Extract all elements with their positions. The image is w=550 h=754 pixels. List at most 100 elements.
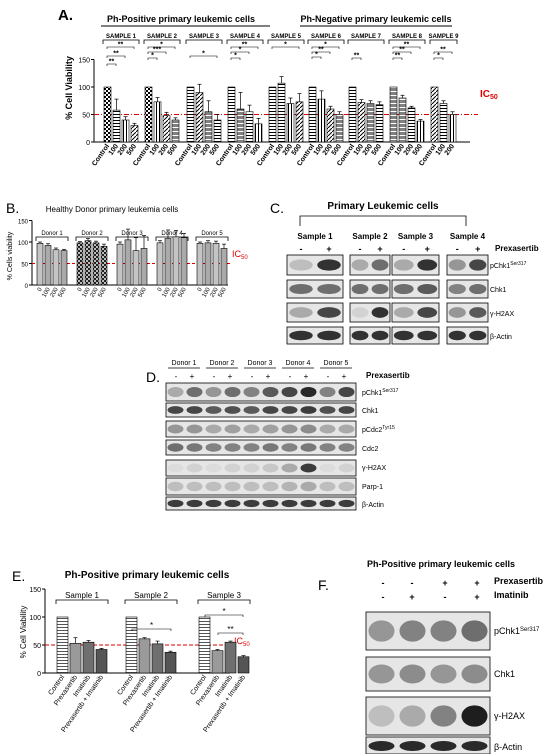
- x-tick-label: 100: [202, 286, 213, 298]
- blot-band: [281, 386, 298, 398]
- x-tick-label: 100: [122, 286, 133, 298]
- sign-minus: -: [300, 244, 303, 254]
- blot-band: [281, 424, 298, 434]
- blot-band: [186, 463, 203, 473]
- x-tick-label: 500: [126, 143, 138, 157]
- blot-band: [243, 406, 260, 414]
- group-label: Donor 3: [121, 231, 143, 237]
- sample-label: Sample 3: [398, 232, 434, 241]
- group-label: Donor 1: [41, 231, 63, 237]
- x-tick-label: 500: [138, 286, 149, 298]
- blot-band: [338, 406, 355, 414]
- blot-band: [368, 705, 395, 727]
- significance-marker: *: [239, 47, 242, 54]
- group-bracket: [267, 39, 305, 44]
- sign-plus: +: [475, 244, 480, 254]
- blot-band: [317, 330, 341, 341]
- y-tick-label: 0: [25, 284, 29, 290]
- group-label: SAMPLE 9: [428, 34, 459, 40]
- blot-band: [371, 283, 389, 295]
- bar: [95, 649, 108, 674]
- blot-band: [167, 424, 184, 434]
- row-label: γ-H2AX: [494, 711, 525, 721]
- blot-band: [205, 406, 222, 414]
- x-tick-label: 0: [77, 286, 84, 292]
- group-label: Donor 2: [81, 231, 103, 237]
- y-tick-label: 100: [78, 85, 90, 92]
- panel-f-western-blot: - - + + - + - + Prexasertib Imatinib pChk1Ser317 Ch…: [365, 576, 544, 754]
- significance-bracket: [311, 51, 331, 54]
- sign-plus: +: [342, 372, 347, 381]
- blot-band: [243, 481, 260, 492]
- bar: [204, 242, 212, 286]
- sign-imatinib: +: [409, 592, 414, 602]
- panel-c-western-blot: Sample 1 - + Sample 2 - + Sample 3 - + Sample 4 - +…: [286, 232, 539, 345]
- panel-e-y-axis-label: % Cell Viability: [19, 606, 28, 659]
- row-label: pCdc2Tyr15: [362, 425, 395, 434]
- sign-prexasertib: +: [474, 578, 479, 588]
- blot-band: [461, 741, 488, 751]
- bar: [144, 86, 153, 143]
- blot-band: [399, 664, 426, 684]
- x-tick-label: 0: [197, 286, 204, 292]
- blot-band: [243, 386, 260, 398]
- group-label: Donor 5: [201, 231, 223, 237]
- significance-marker: *: [324, 42, 327, 49]
- significance-marker: **: [399, 47, 405, 54]
- blot-band: [393, 283, 414, 295]
- blot-band: [167, 463, 184, 473]
- group-bracket: [102, 39, 140, 44]
- group-bracket: [115, 236, 149, 241]
- significance-marker: *: [234, 53, 237, 60]
- donor-label: Donor 2: [210, 360, 235, 367]
- bar: [439, 103, 448, 143]
- bar: [308, 86, 317, 143]
- bar: [156, 242, 164, 286]
- bar: [116, 243, 124, 286]
- sign-minus: -: [213, 372, 216, 381]
- significance-bracket: [230, 51, 250, 54]
- bar: [220, 248, 228, 286]
- x-tick-label: 500: [250, 143, 262, 157]
- panel-a-y-axis-label: % Cell Viability: [64, 56, 74, 120]
- blot-band: [338, 443, 355, 452]
- y-tick-label: 50: [82, 113, 90, 120]
- group-bracket: [307, 39, 345, 44]
- panel-e-title: Ph-Positive primary leukemic cells: [65, 570, 230, 581]
- significance-bracket: [147, 46, 176, 49]
- blot-band: [243, 499, 260, 508]
- blot-band: [461, 664, 488, 684]
- bar: [82, 641, 95, 674]
- panel-b-title: Healthy Donor primary leukemia cells: [46, 205, 179, 214]
- bar: [375, 104, 384, 143]
- y-tick-label: 0: [86, 140, 90, 147]
- blot-band: [300, 463, 317, 473]
- blot-band: [167, 499, 184, 508]
- sign-imatinib: -: [444, 592, 447, 602]
- blot-band: [205, 481, 222, 492]
- bar: [348, 86, 357, 143]
- blot-band: [289, 307, 313, 318]
- blot-band: [319, 463, 336, 473]
- blot-band: [417, 307, 438, 318]
- row-label: γ-H2AX: [490, 311, 514, 318]
- blot-band: [469, 330, 487, 341]
- significance-marker: *: [284, 42, 287, 49]
- panel-c-title-bracket: [299, 215, 467, 226]
- bar: [430, 86, 439, 143]
- blot-band: [289, 330, 313, 341]
- group-label: SAMPLE 2: [147, 34, 178, 40]
- panel-e-bars: Sample 1ControlPrexasertibImatinibPrexas…: [47, 591, 251, 734]
- x-tick-label: Control: [91, 143, 111, 167]
- bar: [212, 242, 220, 286]
- group-bracket: [197, 599, 251, 604]
- row-label: Chk1: [362, 408, 378, 415]
- blot-band: [319, 481, 336, 492]
- x-tick-label: 200: [50, 286, 61, 298]
- bar: [76, 242, 84, 286]
- bar: [407, 107, 416, 143]
- significance-marker: **: [404, 42, 410, 49]
- bar: [213, 119, 222, 143]
- blot-band: [338, 386, 355, 398]
